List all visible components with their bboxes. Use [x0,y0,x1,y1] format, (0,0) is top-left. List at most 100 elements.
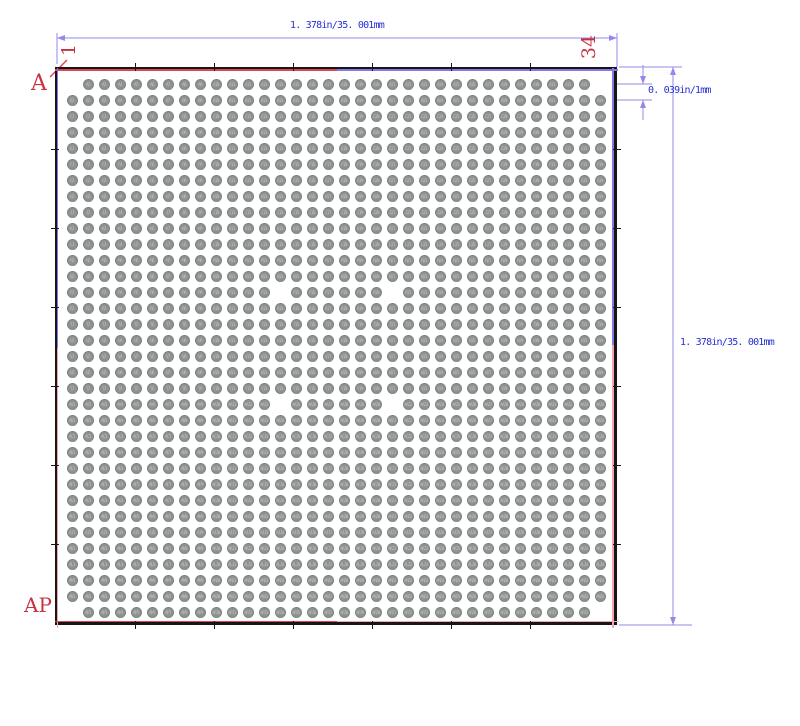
bga-ball: AF7 [162,478,174,490]
bga-ball: M31 [546,254,558,266]
bga-ball: J27 [482,206,494,218]
edge-tick [51,228,59,229]
bga-ball: F17 [322,158,334,170]
bga-ball: P25 [450,286,462,298]
bga-ball: Y22 [402,382,414,394]
bga-ball: J2 [82,206,94,218]
edge-tick [613,307,621,308]
bga-ball: AC9 [194,430,206,442]
edge-tick [530,621,531,629]
bga-ball: J17 [322,206,334,218]
bga-ball: AH30 [530,510,542,522]
bga-ball: AF17 [322,478,334,490]
bga-ball: AN21 [386,590,398,602]
bga-ball: AC23 [418,430,430,442]
bga-ball: B14 [274,94,286,106]
bga-ball: D25 [450,126,462,138]
bga-ball: AG6 [146,494,158,506]
bga-ball: D10 [210,126,222,138]
bga-ball: AN33 [578,590,590,602]
bga-ball: AA6 [146,398,158,410]
bga-ball: AK25 [450,542,462,554]
bga-ball: B31 [546,94,558,106]
bga-ball: L24 [434,238,446,250]
bga-ball: AP30 [530,606,542,618]
bga-ball: AJ22 [402,526,414,538]
bga-ball: B11 [226,94,238,106]
bga-ball: AB9 [194,414,206,426]
bga-ball: D28 [498,126,510,138]
bga-ball: F26 [466,158,478,170]
bga-ball: V16 [306,350,318,362]
edge-tick [613,386,621,387]
bga-ball: U14 [274,334,286,346]
bga-ball: H4 [114,190,126,202]
bga-ball: L16 [306,238,318,250]
bga-ball: Y13 [258,382,270,394]
bga-ball: AG21 [386,494,398,506]
edge-bottom-left-red [55,620,337,622]
bga-ball: P18 [338,286,350,298]
bga-ball: AL30 [530,558,542,570]
bga-ball: AD31 [546,446,558,458]
bga-ball: AE1 [66,462,78,474]
bga-ball: AG4 [114,494,126,506]
bga-ball: AJ15 [290,526,302,538]
bga-ball: N1 [66,270,78,282]
bga-ball: H34 [594,190,606,202]
bga-ball: J6 [146,206,158,218]
bga-ball: AM32 [562,574,574,586]
bga-ball: AK13 [258,542,270,554]
bga-ball: W17 [322,366,334,378]
bga-ball: J32 [562,206,574,218]
bga-ball: B1 [66,94,78,106]
bga-ball: T1 [66,318,78,330]
bga-ball: AA25 [450,398,462,410]
bga-ball: M11 [226,254,238,266]
bga-ball: AK17 [322,542,334,554]
bga-ball: AA10 [210,398,222,410]
bga-ball: V3 [98,350,110,362]
bga-ball: U15 [290,334,302,346]
bga-ball: H6 [146,190,158,202]
bga-ball: AA3 [98,398,110,410]
bga-ball: AK22 [402,542,414,554]
bga-ball: W30 [530,366,542,378]
bga-ball: N28 [498,270,510,282]
bga-ball: Y16 [306,382,318,394]
bga-ball: K34 [594,222,606,234]
bga-ball: AE29 [514,462,526,474]
bga-ball: R17 [322,302,334,314]
bga-ball: W1 [66,366,78,378]
bga-ball: A7 [162,78,174,90]
bga-ball: W13 [258,366,270,378]
bga-ball: J12 [242,206,254,218]
bga-ball: D11 [226,126,238,138]
bga-ball: AJ32 [562,526,574,538]
bga-ball: Y14 [274,382,286,394]
bga-ball: AK16 [306,542,318,554]
bga-ball: N25 [450,270,462,282]
bga-ball: C23 [418,110,430,122]
bga-ball: AD10 [210,446,222,458]
bga-ball: H19 [354,190,366,202]
bga-ball: E34 [594,142,606,154]
bga-ball: AF25 [450,478,462,490]
bga-ball: F16 [306,158,318,170]
bga-ball: AL32 [562,558,574,570]
bga-ball: U19 [354,334,366,346]
bga-ball: G15 [290,174,302,186]
bga-ball: AE26 [466,462,478,474]
bga-ball: AD15 [290,446,302,458]
bga-ball: AB2 [82,414,94,426]
bga-ball: AP4 [114,606,126,618]
bga-ball: T21 [386,318,398,330]
bga-ball: V4 [114,350,126,362]
bga-ball: U1 [66,334,78,346]
bga-ball: U28 [498,334,510,346]
bga-ball: Y25 [450,382,462,394]
bga-ball: Y5 [130,382,142,394]
bga-ball: N12 [242,270,254,282]
bga-ball: G28 [498,174,510,186]
bga-ball: U2 [82,334,94,346]
